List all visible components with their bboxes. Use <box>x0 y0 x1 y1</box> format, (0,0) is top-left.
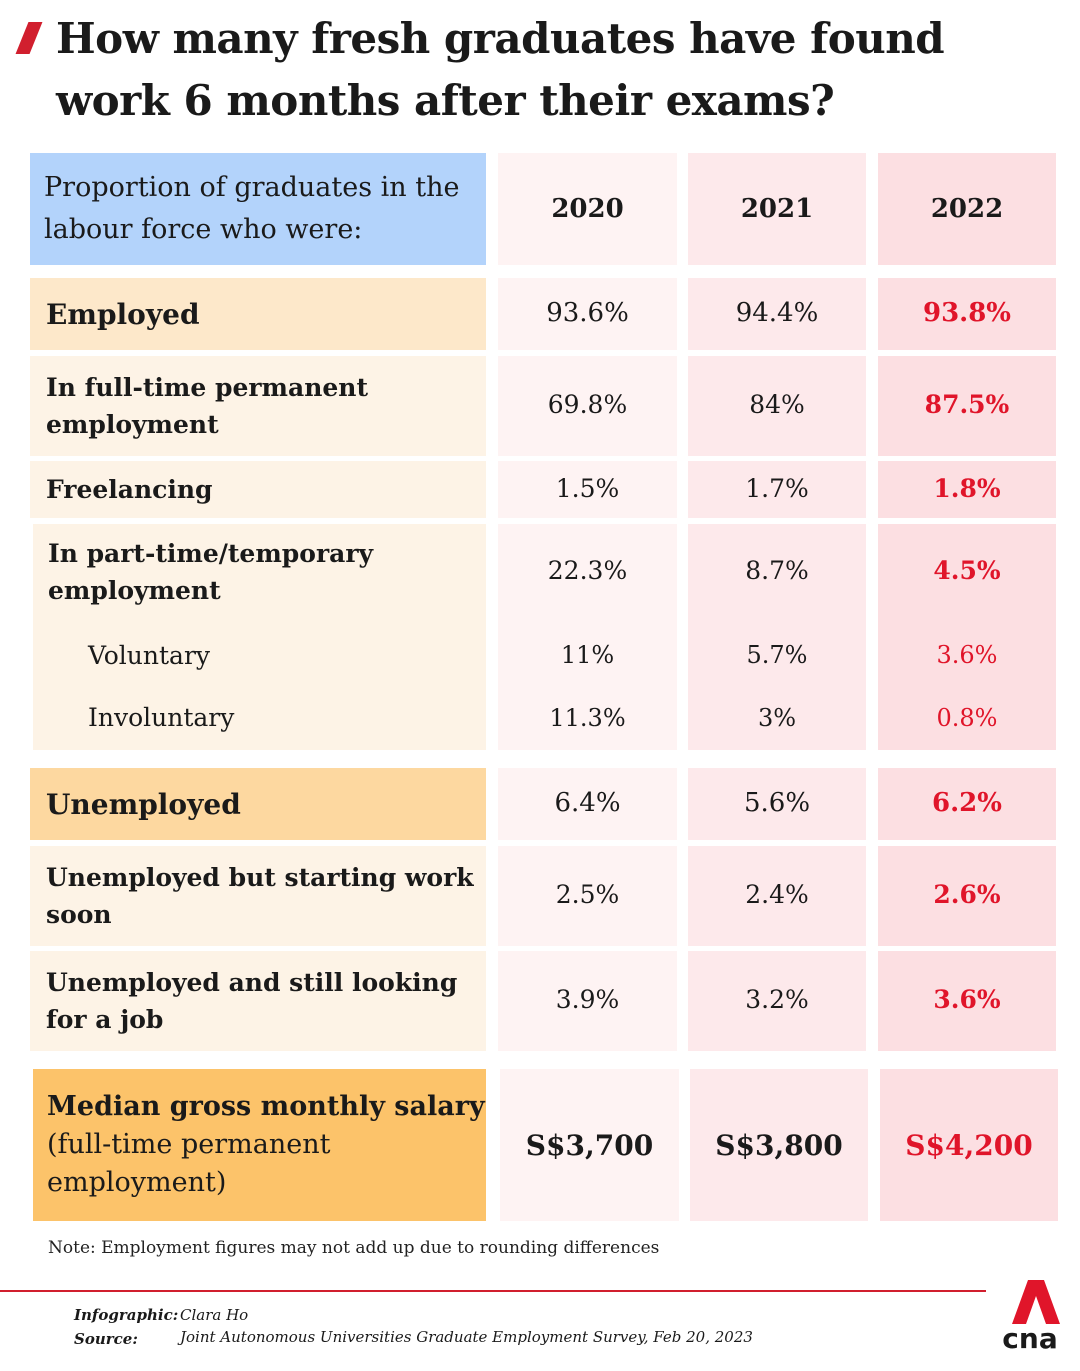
row-sublabel: Voluntary <box>88 641 211 670</box>
salary-label-bold: Median gross monthly salary <box>47 1091 485 1122</box>
value-2021: 8.7% <box>745 556 809 585</box>
column-cell-bg <box>498 524 677 750</box>
footnote: Note: Employment figures may not add up … <box>48 1238 660 1258</box>
salary-label-detail: (full-time permanent employment) <box>47 1129 331 1198</box>
column-cell-bg <box>498 951 677 1051</box>
value-2021: 94.4% <box>735 298 819 328</box>
row-label: Unemployed but starting work soon <box>30 846 486 946</box>
column-cell-bg <box>878 846 1056 946</box>
column-header-2020: 2020 <box>498 153 677 265</box>
logo-wordmark: cna <box>1002 1322 1058 1355</box>
title-accent-mark <box>15 22 43 54</box>
column-cell-bg <box>688 951 866 1051</box>
value-2020: 11.3% <box>549 704 626 732</box>
row-label: Freelancing <box>30 461 486 518</box>
column-cell-bg <box>878 356 1056 456</box>
value-2021: 3% <box>757 704 797 732</box>
column-cell-bg <box>878 278 1056 350</box>
footer-divider <box>0 1290 986 1292</box>
infographic-key: Infographic: <box>74 1306 179 1324</box>
value-2020: 22.3% <box>547 556 628 585</box>
salary-label: Median gross monthly salary (full-time pe… <box>33 1069 486 1221</box>
column-cell-bg <box>498 846 677 946</box>
value-2020: 2.5% <box>555 880 620 909</box>
chart-title: How many fresh graduates have found work… <box>56 14 945 125</box>
column-cell-bg <box>498 356 677 456</box>
value-2020: 1.5% <box>555 473 620 503</box>
column-cell-bg <box>688 278 866 350</box>
source-key: Source: <box>74 1330 138 1348</box>
column-cell-bg <box>498 768 677 840</box>
source-value: Joint Autonomous Universities Graduate E… <box>180 1328 753 1346</box>
value-2020: 6.4% <box>554 788 621 818</box>
row-label: In part-time/temporary employment <box>48 539 374 605</box>
value-2020: 69.8% <box>547 390 628 419</box>
value-2022: 87.5% <box>924 390 1010 419</box>
salary-value-2021: S$3,800 <box>690 1069 868 1221</box>
value-2021: 5.7% <box>746 641 808 669</box>
value-2022: 3.6% <box>933 985 1001 1014</box>
column-cell-bg <box>688 461 866 518</box>
value-2022: 2.6% <box>933 880 1001 909</box>
column-cell-bg <box>878 768 1056 840</box>
value-2020: 93.6% <box>546 298 629 328</box>
column-cell-bg <box>688 524 866 750</box>
salary-value-2020: S$3,700 <box>500 1069 679 1221</box>
column-header-2022: 2022 <box>878 153 1056 265</box>
value-2022: 93.8% <box>922 298 1012 328</box>
row-group-bg <box>33 524 486 750</box>
column-cell-bg <box>878 524 1056 750</box>
column-cell-bg <box>878 951 1056 1051</box>
row-label: Unemployed and still looking for a job <box>30 951 486 1051</box>
value-2022: 1.8% <box>933 473 1001 503</box>
cna-logo-icon <box>996 1280 1060 1328</box>
row-label: In full-time permanent employment <box>30 356 486 456</box>
column-cell-bg <box>498 461 677 518</box>
salary-value-2022: S$4,200 <box>880 1069 1058 1221</box>
value-2022: 3.6% <box>936 641 998 669</box>
column-cell-bg <box>878 461 1056 518</box>
column-header-2021: 2021 <box>688 153 866 265</box>
row-label: Unemployed <box>30 768 486 840</box>
value-2022: 0.8% <box>936 704 998 732</box>
column-cell-bg <box>498 278 677 350</box>
row-label: Employed <box>30 278 486 350</box>
value-2021: 5.6% <box>743 788 811 818</box>
value-2021: 3.2% <box>745 985 809 1014</box>
value-2020: 11% <box>560 641 615 669</box>
value-2020: 3.9% <box>555 985 620 1014</box>
row-sublabel: Involuntary <box>88 703 235 732</box>
value-2021: 84% <box>749 390 805 419</box>
column-cell-bg <box>688 846 866 946</box>
column-cell-bg <box>688 356 866 456</box>
value-2021: 2.4% <box>745 880 809 909</box>
value-2021: 1.7% <box>745 473 809 503</box>
value-2022: 4.5% <box>933 556 1001 585</box>
header-label-cell: Proportion of graduates in the labour fo… <box>30 153 486 265</box>
value-2022: 6.2% <box>932 788 1002 818</box>
column-cell-bg <box>688 768 866 840</box>
infographic-value: Clara Ho <box>180 1306 249 1324</box>
